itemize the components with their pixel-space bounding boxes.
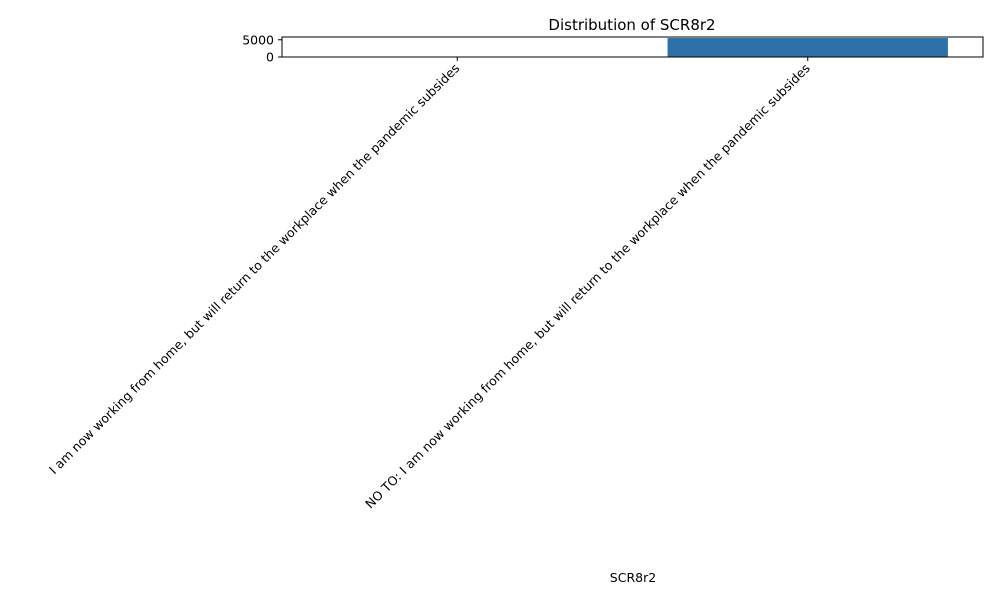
- bar-1: [667, 38, 948, 57]
- y-tick-label-0: 0: [266, 50, 274, 65]
- x-tick-label-1: NO TO: I am now working from home, but w…: [362, 61, 813, 512]
- plot-frame: [281, 36, 984, 58]
- chart-title: Distribution of SCR8r2: [548, 16, 715, 34]
- y-tick-label-1: 5000: [242, 32, 274, 47]
- bars-group: [667, 38, 948, 57]
- y-axis-ticks: 0 5000: [242, 32, 282, 65]
- x-axis-label: SCR8r2: [610, 570, 656, 585]
- x-axis-ticks: I am now working from home, but will ret…: [46, 57, 813, 511]
- x-tick-label-0: I am now working from home, but will ret…: [46, 61, 462, 477]
